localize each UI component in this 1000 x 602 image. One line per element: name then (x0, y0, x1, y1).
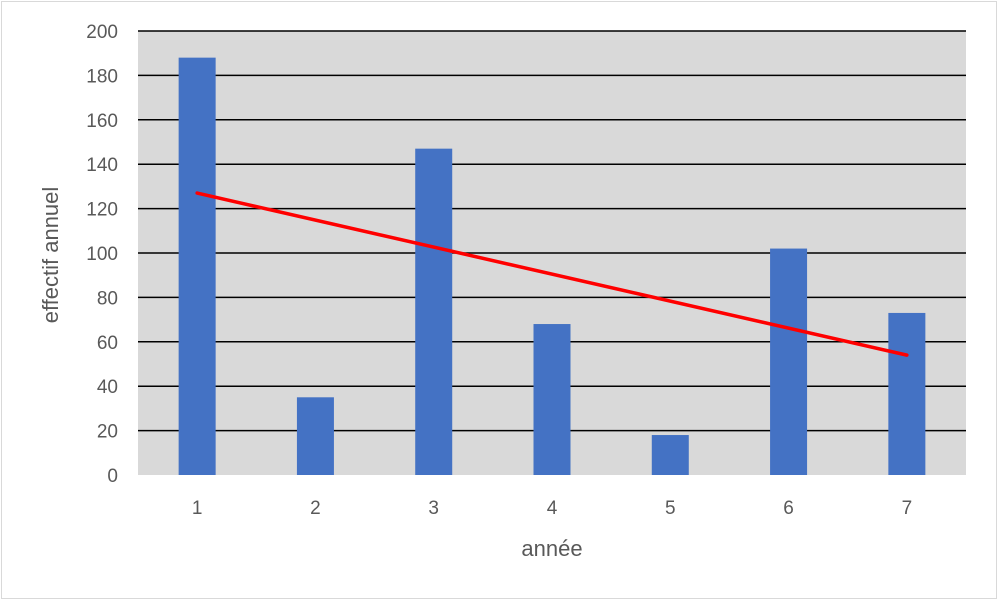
y-tick-label: 100 (86, 244, 118, 265)
y-tick-label: 180 (86, 66, 118, 87)
y-tick-label: 120 (86, 200, 118, 221)
bar-1 (178, 57, 216, 475)
y-tick-label: 20 (97, 422, 118, 443)
y-tick-label: 0 (107, 466, 118, 487)
bar-3 (415, 148, 453, 475)
trendline (195, 191, 909, 357)
x-tick-label: 7 (902, 498, 913, 519)
bar-2 (296, 397, 334, 475)
y-tick-label: 60 (97, 333, 118, 354)
x-tick-label: 6 (783, 498, 794, 519)
x-tick-label: 2 (310, 498, 321, 519)
y-tick-label: 40 (97, 377, 118, 398)
y-tick-label: 140 (86, 155, 118, 176)
x-axis-ticks: 1 2 3 4 5 6 7 (192, 498, 912, 519)
bar-5 (651, 435, 689, 475)
x-tick-label: 5 (665, 498, 676, 519)
y-tick-label: 200 (86, 22, 118, 43)
x-tick-label: 3 (428, 498, 439, 519)
y-axis-ticks: 0 20 40 60 80 100 120 140 160 180 200 (86, 22, 118, 487)
bar-6 (770, 248, 808, 475)
y-tick-label: 160 (86, 111, 118, 132)
bar-4 (533, 324, 571, 475)
x-axis-title: année (521, 536, 582, 561)
x-tick-label: 4 (547, 498, 558, 519)
y-axis-title: effectif annuel (38, 187, 63, 324)
bar-7 (888, 312, 926, 475)
x-tick-label: 1 (192, 498, 203, 519)
bar-series (178, 57, 926, 475)
y-tick-label: 80 (97, 288, 118, 309)
